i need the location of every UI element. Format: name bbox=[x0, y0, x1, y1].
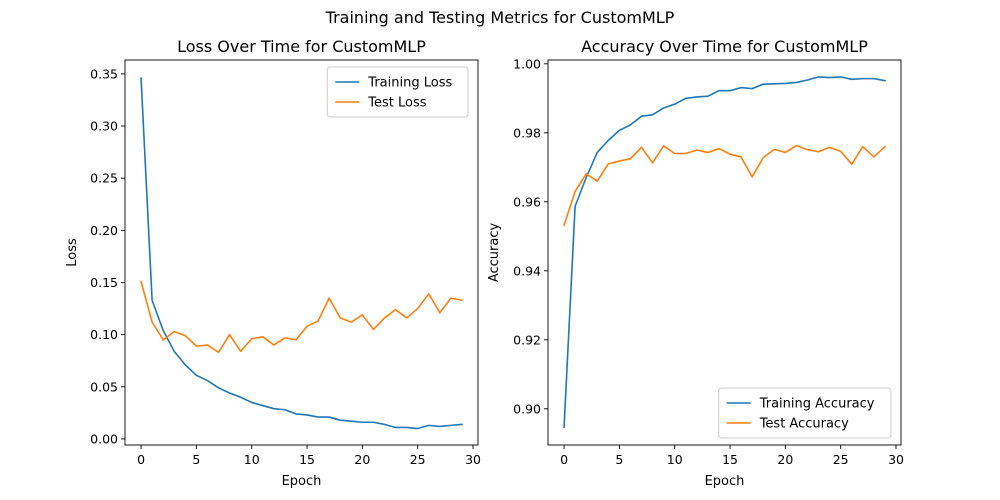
y-tick-label: 0.35 bbox=[90, 66, 118, 81]
chart-title: Loss Over Time for CustomMLP bbox=[177, 37, 426, 56]
x-tick-label: 5 bbox=[192, 452, 200, 467]
x-tick-label: 5 bbox=[615, 452, 623, 467]
chart-title: Accuracy Over Time for CustomMLP bbox=[581, 37, 868, 56]
accuracy-chart: Accuracy Over Time for CustomMLP 0 5 10 15 20… bbox=[487, 37, 904, 489]
legend-label-training-accuracy: Training Accuracy bbox=[759, 397, 875, 412]
legend-label-test-accuracy: Test Accuracy bbox=[759, 417, 849, 432]
y-tick-label: 0.00 bbox=[90, 431, 118, 446]
x-tick-label: 15 bbox=[722, 452, 738, 467]
loss-chart: Loss Over Time for CustomMLP 0 5 10 15 20 25 30… bbox=[65, 37, 481, 489]
legend: Training Loss Test Loss bbox=[326, 66, 469, 118]
x-tick-label: 0 bbox=[137, 452, 145, 467]
y-tick-label: 0.30 bbox=[90, 119, 118, 134]
y-tick-label: 0.90 bbox=[513, 401, 541, 416]
x-axis-label: Epoch bbox=[282, 474, 322, 489]
x-tick-label: 15 bbox=[299, 452, 315, 467]
y-tick-label: 0.92 bbox=[513, 332, 541, 347]
legend: Training Accuracy Test Accuracy bbox=[718, 387, 892, 439]
y-axis-label: Accuracy bbox=[487, 223, 502, 283]
x-tick-label: 0 bbox=[560, 452, 568, 467]
x-tick-label: 20 bbox=[777, 452, 793, 467]
legend-label-training-loss: Training Loss bbox=[367, 76, 452, 91]
y-tick-label: 0.96 bbox=[513, 194, 541, 209]
series-line-training-loss bbox=[140, 77, 463, 430]
y-tick-label: 0.20 bbox=[90, 223, 118, 238]
x-tick-label: 20 bbox=[354, 452, 370, 467]
y-tick-label: 0.94 bbox=[513, 263, 541, 278]
x-tick-label: 25 bbox=[833, 452, 849, 467]
x-tick-label: 10 bbox=[244, 452, 260, 467]
x-tick-label: 10 bbox=[667, 452, 683, 467]
y-tick-label: 0.10 bbox=[90, 327, 118, 342]
x-axis-label: Epoch bbox=[705, 474, 745, 489]
y-tick-label: 0.25 bbox=[90, 171, 118, 186]
y-tick-label: 0.05 bbox=[90, 379, 118, 394]
series-line-test-loss bbox=[140, 280, 463, 354]
plot-frame bbox=[124, 59, 479, 446]
y-tick-label: 0.15 bbox=[90, 275, 118, 290]
series-line-training-accuracy bbox=[563, 76, 886, 428]
y-tick-label: 1.00 bbox=[513, 56, 541, 71]
x-tick-label: 25 bbox=[410, 452, 426, 467]
y-axis-label: Loss bbox=[65, 238, 80, 267]
figure-title: Training and Testing Metrics for CustomM… bbox=[325, 8, 675, 27]
legend-box bbox=[718, 387, 892, 439]
x-tick-label: 30 bbox=[465, 452, 481, 467]
x-tick-label: 30 bbox=[888, 452, 904, 467]
y-tick-label: 0.98 bbox=[513, 125, 541, 140]
series-line-test-accuracy bbox=[563, 144, 887, 227]
legend-box bbox=[326, 66, 469, 118]
legend-label-test-loss: Test Loss bbox=[367, 96, 426, 111]
plot-frame bbox=[547, 59, 902, 446]
